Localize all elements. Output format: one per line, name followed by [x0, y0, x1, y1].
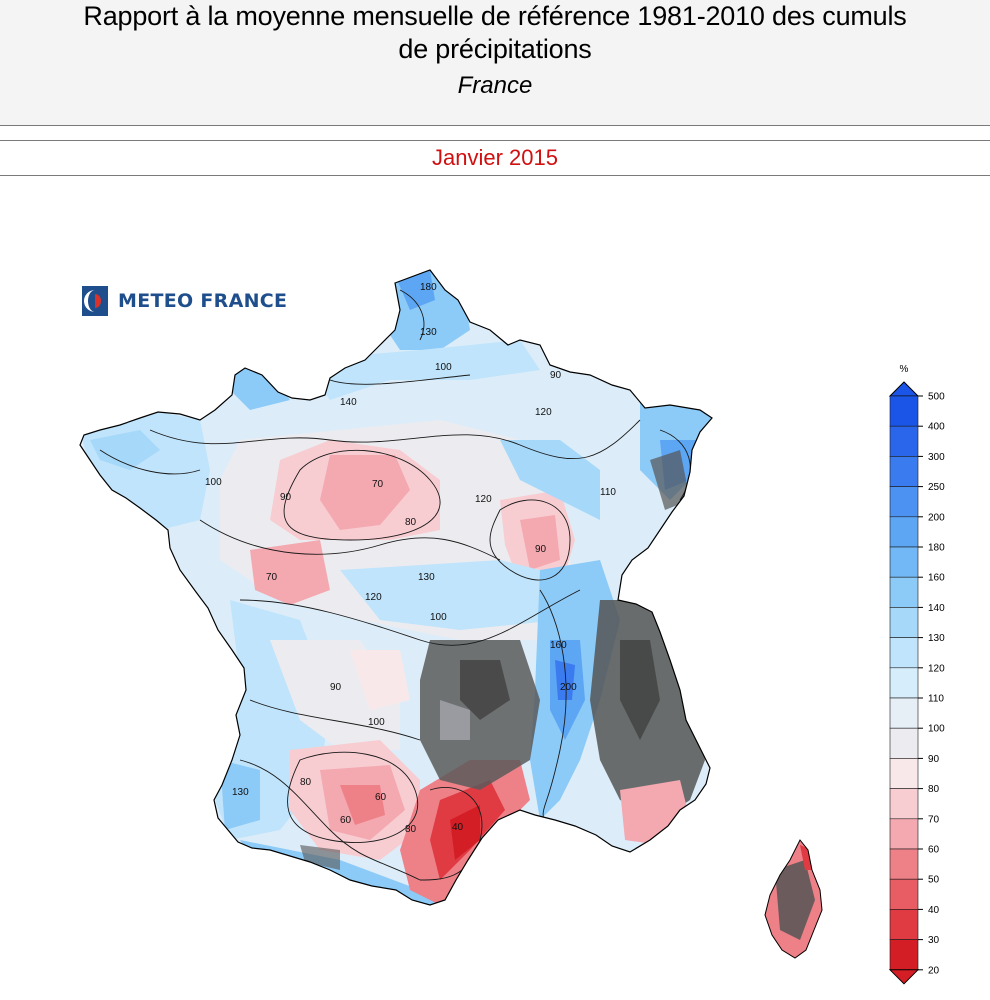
contour-label: 160	[550, 640, 567, 651]
header-panel: Rapport à la moyenne mensuelle de référe…	[0, 0, 990, 126]
contour-label: 130	[418, 572, 435, 583]
contour-label: 60	[375, 792, 387, 803]
contour-lines	[99, 289, 691, 881]
legend-colorbar: % 500 400 300 250 200 180 160 140 130 120 110 100 90…	[888, 364, 945, 985]
legend-level-label: 250	[928, 482, 945, 493]
france-precip-field	[80, 270, 712, 905]
title-line-1: Rapport à la moyenne mensuelle de référe…	[83, 1, 907, 31]
legend-color-box	[889, 788, 919, 820]
contour-label: 120	[365, 592, 382, 603]
contour-label: 60	[340, 815, 352, 826]
legend-bottom-arrow	[888, 969, 920, 985]
legend-level-label: 70	[928, 814, 940, 825]
legend-level-label: 500	[928, 392, 945, 403]
legend-color-box	[889, 818, 919, 850]
legend-color-box	[889, 607, 919, 638]
contour-label: 100	[368, 717, 385, 728]
legend-color-box	[889, 486, 919, 518]
legend-unit: %	[900, 364, 909, 375]
legend-labels: 500 400 300 250 200 180 160 140 130 120 110 100 90 80…	[918, 392, 945, 976]
contour-label: 70	[266, 572, 278, 583]
legend-color-box	[889, 637, 919, 669]
legend-level-label: 110	[928, 694, 944, 705]
legend-level-label: 300	[928, 452, 945, 463]
legend-color-box	[889, 425, 919, 457]
legend-level-label: 40	[928, 905, 940, 916]
contour-label: 140	[340, 397, 357, 408]
legend-level-label: 100	[928, 724, 945, 735]
precipitation-ratio-map: 180 130 100 90 140 120 100 90 70 80 70 1…	[79, 269, 823, 959]
contour-label: 130	[232, 787, 249, 798]
legend-level-label: 130	[928, 633, 945, 644]
legend-color-box	[889, 758, 919, 789]
contour-label: 130	[420, 327, 437, 338]
legend-color-box	[889, 546, 919, 578]
legend-level-label: 90	[928, 754, 940, 765]
contour-label: 70	[372, 479, 384, 490]
legend-level-label: 50	[928, 875, 940, 886]
legend-color-box	[889, 667, 919, 699]
contour-label: 120	[535, 407, 552, 418]
legend-color-box	[889, 848, 919, 880]
legend-level-label: 80	[928, 784, 940, 795]
period-bar: Janvier 2015	[0, 140, 990, 176]
contour-label: 80	[405, 517, 417, 528]
legend-level-label: 200	[928, 512, 945, 523]
legend-boxes	[888, 381, 920, 985]
meteo-france-logo-icon	[82, 286, 108, 316]
contour-label: 90	[535, 544, 547, 555]
logo-text: METEO FRANCE	[118, 290, 288, 312]
legend-level-label: 140	[928, 603, 945, 614]
legend-level-label: 160	[928, 573, 945, 584]
legend-color-box	[889, 516, 919, 548]
contour-label: 90	[280, 492, 292, 503]
legend-level-label: 400	[928, 422, 945, 433]
legend-color-box	[889, 909, 919, 940]
legend-level-label: 180	[928, 543, 945, 554]
contour-label: 90	[330, 682, 342, 693]
legend-level-label: 120	[928, 663, 945, 674]
contour-label: 180	[420, 282, 437, 293]
legend-level-label: 20	[928, 965, 940, 976]
contour-label: 120	[475, 494, 492, 505]
contour-label: 100	[435, 362, 452, 373]
contour-label: 100	[205, 477, 222, 488]
legend-color-box	[889, 456, 919, 487]
legend-color-box	[889, 727, 919, 759]
contour-label: 90	[550, 370, 562, 381]
legend-top-arrow	[888, 381, 920, 397]
contour-label: 110	[600, 487, 616, 498]
title-line-2: de précipitations	[398, 34, 592, 64]
contour-label: 40	[452, 822, 464, 833]
legend-color-box	[889, 395, 919, 427]
legend-color-box	[889, 576, 919, 608]
contour-label: 80	[405, 824, 417, 835]
map-subtitle: France	[457, 72, 533, 99]
map-title: Rapport à la moyenne mensuelle de référe…	[0, 0, 990, 66]
contour-label-group: 180 130 100 90 140 120 100 90 70 80 70 1…	[205, 282, 616, 835]
logo: METEO FRANCE	[82, 286, 287, 316]
legend-level-label: 30	[928, 935, 940, 946]
period-label: Janvier 2015	[432, 145, 558, 170]
legend-color-box	[889, 939, 919, 971]
legend-color-box	[889, 878, 919, 910]
legend-color-box	[889, 697, 919, 729]
contour-label: 80	[300, 777, 312, 788]
legend-level-label: 60	[928, 845, 940, 856]
contour-label: 100	[430, 612, 447, 623]
contour-label: 200	[560, 682, 577, 693]
